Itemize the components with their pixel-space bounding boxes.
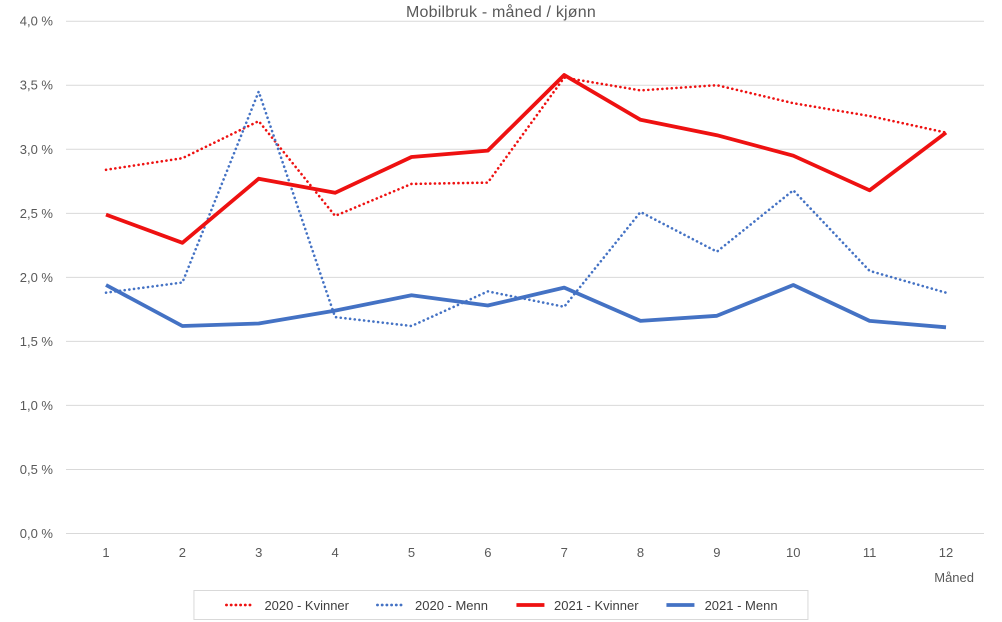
y-tick-label: 4,0 % bbox=[20, 14, 54, 29]
y-tick-label: 3,5 % bbox=[20, 78, 54, 93]
legend-item-2021-menn: 2021 - Menn bbox=[665, 598, 778, 613]
x-tick-label: 1 bbox=[102, 545, 109, 560]
y-tick-label: 0,5 % bbox=[20, 462, 54, 477]
x-tick-label: 6 bbox=[484, 545, 491, 560]
x-axis-title: Måned bbox=[934, 570, 974, 585]
legend: 2020 - Kvinner 2020 - Menn 2021 - Kvinner 2… bbox=[193, 590, 809, 620]
y-tick-label: 3,0 % bbox=[20, 142, 54, 157]
series-2021-menn bbox=[105, 283, 947, 330]
legend-item-2020-menn: 2020 - Menn bbox=[375, 598, 488, 613]
series-2020-menn bbox=[104, 90, 948, 328]
y-tick-label: 1,0 % bbox=[20, 398, 54, 413]
x-tick-label: 8 bbox=[637, 545, 644, 560]
legend-swatch-dotted-line bbox=[375, 603, 407, 607]
chart-title: Mobilbruk - måned / kjønn bbox=[406, 4, 596, 21]
legend-item-label: 2020 - Menn bbox=[415, 597, 488, 613]
legend-swatch-dotted-line bbox=[225, 603, 256, 607]
x-tick-label: 9 bbox=[713, 545, 720, 560]
x-tick-label: 3 bbox=[255, 545, 262, 560]
x-tick-label: 12 bbox=[939, 545, 953, 560]
x-tick-label: 10 bbox=[786, 545, 800, 560]
y-tick-label: 2,5 % bbox=[20, 206, 54, 221]
legend-swatch-solid-line bbox=[666, 603, 695, 607]
legend-item-label: 2021 - Menn bbox=[704, 597, 778, 613]
y-tick-label: 0,0 % bbox=[20, 526, 54, 541]
legend-item-2020-kvinner: 2020 - Kvinner bbox=[224, 598, 349, 613]
legend-item-2021-kvinner: 2021 - Kvinner bbox=[514, 598, 639, 613]
x-tick-label: 2 bbox=[179, 545, 186, 560]
y-tick-label: 2,0 % bbox=[20, 270, 54, 285]
x-tick-label: 7 bbox=[561, 545, 568, 560]
legend-item-label: 2021 - Kvinner bbox=[554, 597, 639, 613]
x-tick-label: 11 bbox=[863, 545, 877, 560]
series-2020-kvinner bbox=[104, 76, 948, 218]
x-tick-label: 4 bbox=[331, 545, 338, 560]
legend-item-label: 2020 - Kvinner bbox=[264, 597, 349, 613]
legend-swatch-solid-line bbox=[516, 603, 544, 607]
x-tick-label: 5 bbox=[408, 545, 415, 560]
y-tick-label: 1,5 % bbox=[20, 334, 54, 349]
series-2021-kvinner bbox=[105, 73, 948, 245]
